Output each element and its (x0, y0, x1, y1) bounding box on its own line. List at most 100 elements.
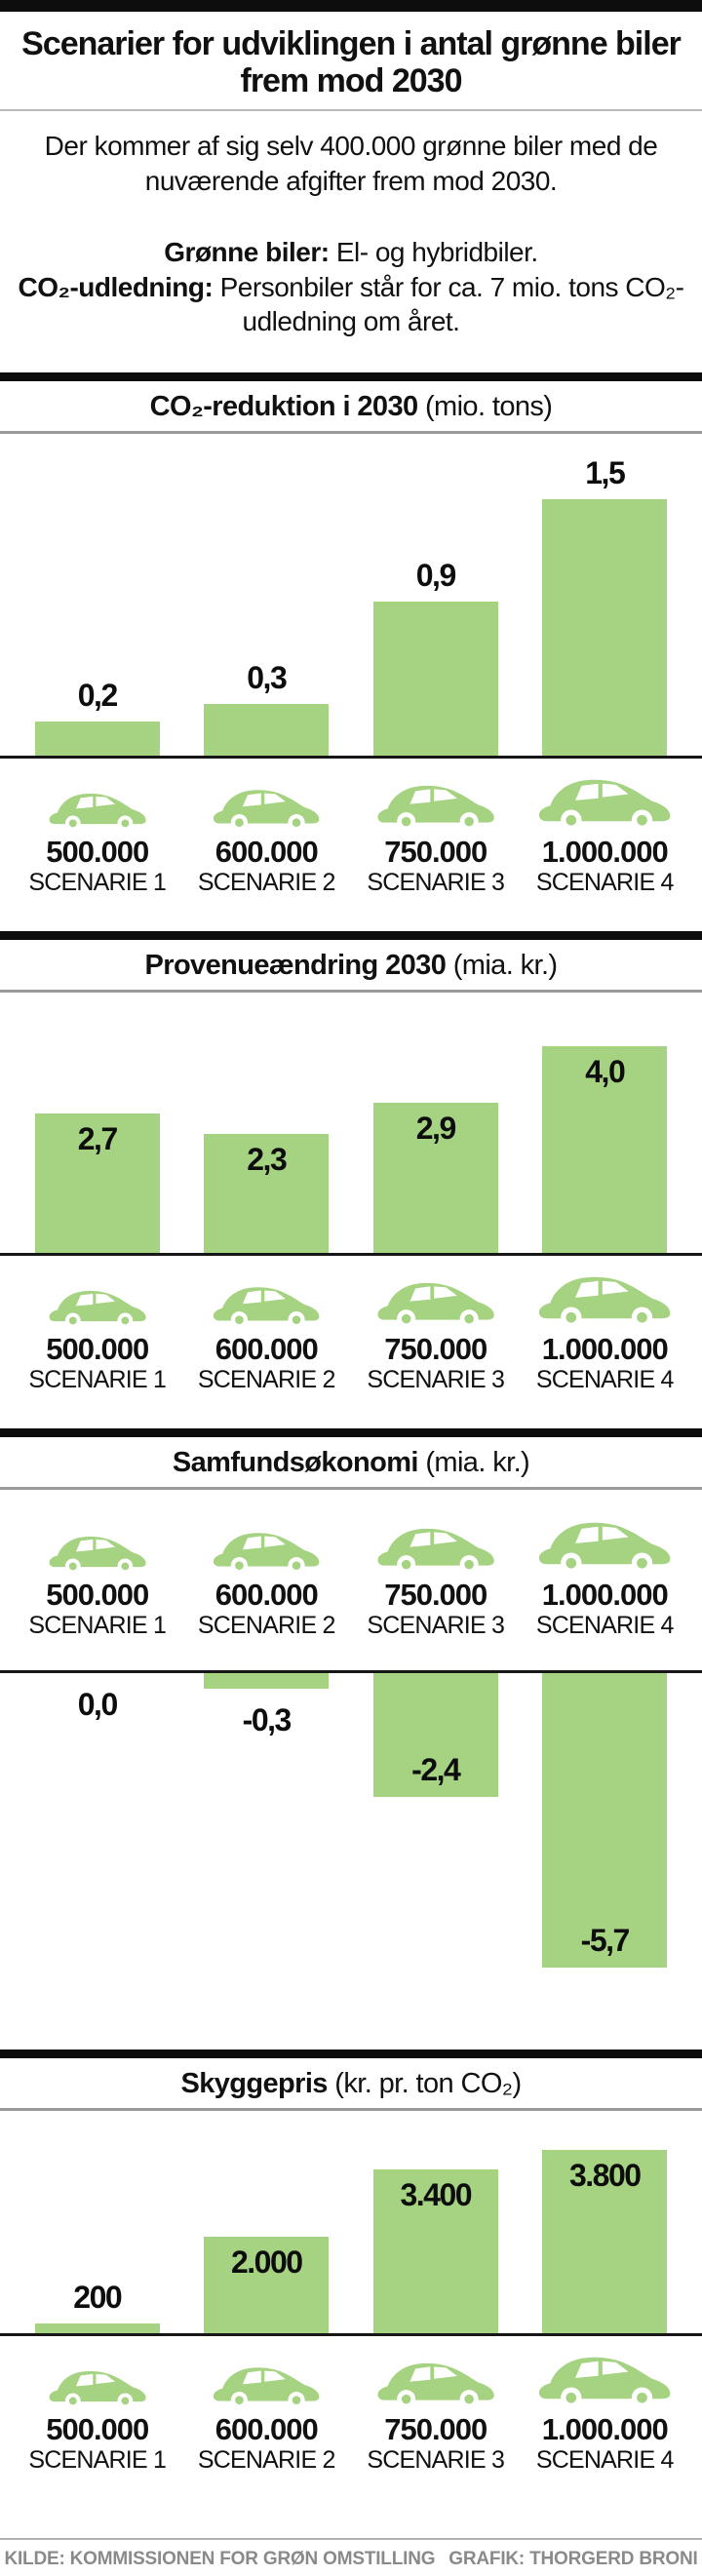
car-icon (214, 1533, 320, 1575)
bar-value-label: 0,9 (415, 557, 456, 593)
chart-unit: (kr. pr. ton CO₂) (334, 2068, 522, 2100)
car-icon (214, 790, 320, 832)
footer-divider (0, 2538, 702, 2541)
bar-chart-skyggepris: 200 2.000 3.400 3.800 500.000 SCENARIE 1 600.0… (0, 2111, 702, 2474)
scenario-count-label: 600.000 (214, 1331, 319, 1366)
car-icon-box (211, 2348, 322, 2410)
bars-area: 2,7 2,3 2,9 4,0 (0, 993, 702, 1253)
scenario-name-label: SCENARIE 4 (535, 1612, 674, 1640)
scenario-name-label: SCENARIE 2 (197, 1612, 335, 1640)
definitions-block: Grønne biler: El- og hybridbiler. CO₂-ud… (15, 235, 687, 339)
chart-section-provenueaendring: Provenueændring 2030 (mia. kr.) 2,7 2,3 2,… (0, 930, 702, 1428)
scenario-count-label: 500.000 (46, 1331, 149, 1366)
bar-value-label: 3.400 (400, 2177, 472, 2213)
car-icon-box (374, 1268, 497, 1330)
bars-area: 0,2 0,3 0,9 1,5 (0, 434, 702, 756)
scenario-count-label: 500.000 (46, 834, 149, 869)
chart-title: Provenueændring 2030 (mia. kr.) (0, 940, 702, 990)
scenario-count-label: 1.000.000 (541, 1331, 669, 1366)
scenario-column: 750.000 SCENARIE 3 (351, 1268, 521, 1393)
scenario-count-label: 500.000 (46, 1578, 149, 1613)
car-icon-box (535, 770, 674, 833)
scenario-column: 600.000 SCENARIE 2 (182, 1513, 352, 1639)
bar-value-label: 200 (73, 2280, 122, 2316)
intro-text: Der kommer af sig selv 400.000 grønne bi… (44, 131, 658, 196)
car-icon (377, 785, 494, 831)
scenario-count-label: 750.000 (384, 1331, 488, 1366)
chart-unit: (mia. kr.) (425, 1447, 530, 1479)
bar-value-label: 4,0 (585, 1053, 625, 1089)
definition-term: Grønne biler: (164, 237, 330, 268)
car-icon (214, 1287, 320, 1329)
chart-section-skyggepris: Skyggepris (kr. pr. ton CO₂) 200 2.000 3.4… (0, 2049, 702, 2509)
bar (204, 1673, 330, 1690)
chart-section-samfundsoekonomi: Samfundsøkonomi (mia. kr.) 500.000 SCENAR… (0, 1428, 702, 2049)
scenario-column: 1.000.000 SCENARIE 4 (521, 1513, 690, 1639)
bar: 3.800 (542, 2150, 668, 2334)
page-title: Scenarier for udviklingen i antal grønne… (21, 25, 682, 100)
scenario-name-label: SCENARIE 1 (28, 868, 167, 896)
scenario-name-label: SCENARIE 3 (367, 1612, 505, 1640)
car-icon (49, 2371, 146, 2409)
definition-term: CO₂-udledning: (18, 271, 214, 302)
chart-column: -2,4 (351, 1673, 521, 1995)
car-icon (539, 2357, 671, 2409)
car-icon (377, 1528, 494, 1575)
scenario-count-label: 1.000.000 (541, 2412, 669, 2447)
scenario-name-label: SCENARIE 2 (197, 2446, 335, 2475)
car-icon (539, 1522, 671, 1574)
chart-title-text: CO₂-reduktion i 2030 (149, 390, 418, 422)
car-icon-box (535, 1513, 674, 1576)
scenario-name-label: SCENARIE 3 (367, 868, 505, 896)
footer-graphic-credit: GRAFIK: THORGERD BRONI (448, 2549, 698, 2570)
chart-title: Samfundsøkonomi (mia. kr.) (0, 1437, 702, 1487)
bar-value-label: 2,9 (415, 1110, 456, 1146)
bar-value-label: 2.000 (230, 2244, 303, 2281)
scenario-column: 600.000 SCENARIE 2 (182, 1268, 352, 1393)
bar: 4,0 (542, 1045, 668, 1253)
chart-column: 2,7 (13, 993, 182, 1253)
definition-co2: CO₂-udledning: Personbiler står for ca. … (15, 270, 687, 339)
scenario-count-label: 750.000 (384, 834, 488, 869)
chart-column: 3.800 (521, 2111, 690, 2334)
bar: 2,7 (34, 1112, 160, 1253)
bar: 2,9 (372, 1102, 498, 1253)
bar-chart-samfundsoekonomi: 500.000 SCENARIE 1 600.000 SCENARIE 2 750.00… (0, 1513, 702, 1995)
definition-text: Personbiler står for ca. 7 mio. tons CO₂… (219, 271, 684, 337)
car-icon (49, 1290, 146, 1329)
bar: 3.400 (372, 2169, 498, 2334)
car-icon (377, 2363, 494, 2409)
bar (372, 601, 498, 756)
axis-baseline (0, 1670, 702, 1674)
chart-column: 2,3 (182, 993, 352, 1253)
chart-column: 2,9 (351, 993, 521, 1253)
chart-title: CO₂-reduktion i 2030 (mio. tons) (0, 381, 702, 431)
scenario-column: 600.000 SCENARIE 2 (182, 2348, 352, 2474)
bar: -5,7 (542, 1673, 668, 1969)
scenario-column: 500.000 SCENARIE 1 (13, 2348, 182, 2474)
car-icon (49, 793, 146, 832)
chart-title-text: Samfundsøkonomi (172, 1447, 419, 1479)
chart-title-rule (0, 1487, 702, 1491)
car-icon-box (211, 770, 322, 833)
car-icon (214, 2367, 320, 2409)
scenario-name-label: SCENARIE 2 (197, 1366, 335, 1394)
chart-section-co2-reduktion: CO₂-reduktion i 2030 (mio. tons) 0,2 0,3 0… (0, 371, 702, 931)
scenario-name-label: SCENARIE 1 (28, 1612, 167, 1640)
section-divider-bar (0, 1428, 702, 1438)
chart-column: 0,9 (351, 434, 521, 756)
car-icon-box (47, 1268, 148, 1330)
scenario-name-label: SCENARIE 4 (535, 868, 674, 896)
scenario-count-label: 1.000.000 (541, 1578, 669, 1613)
scenario-column: 750.000 SCENARIE 3 (351, 2348, 521, 2474)
chart-title-text: Provenueændring 2030 (144, 949, 447, 981)
scenario-name-label: SCENARIE 1 (28, 2446, 167, 2475)
bar: 2,3 (204, 1133, 330, 1253)
scenario-column: 1.000.000 SCENARIE 4 (521, 2348, 690, 2474)
scenario-column: 600.000 SCENARIE 2 (182, 770, 352, 896)
bar-value-label: -2,4 (411, 1752, 461, 1788)
bar (34, 2323, 160, 2334)
bar-chart-provenueaendring: 2,7 2,3 2,9 4,0 500.000 SCENARIE 1 600.000 SCEN… (0, 993, 702, 1393)
cars-row: 500.000 SCENARIE 1 600.000 SCENARIE 2 750.00… (0, 770, 702, 896)
